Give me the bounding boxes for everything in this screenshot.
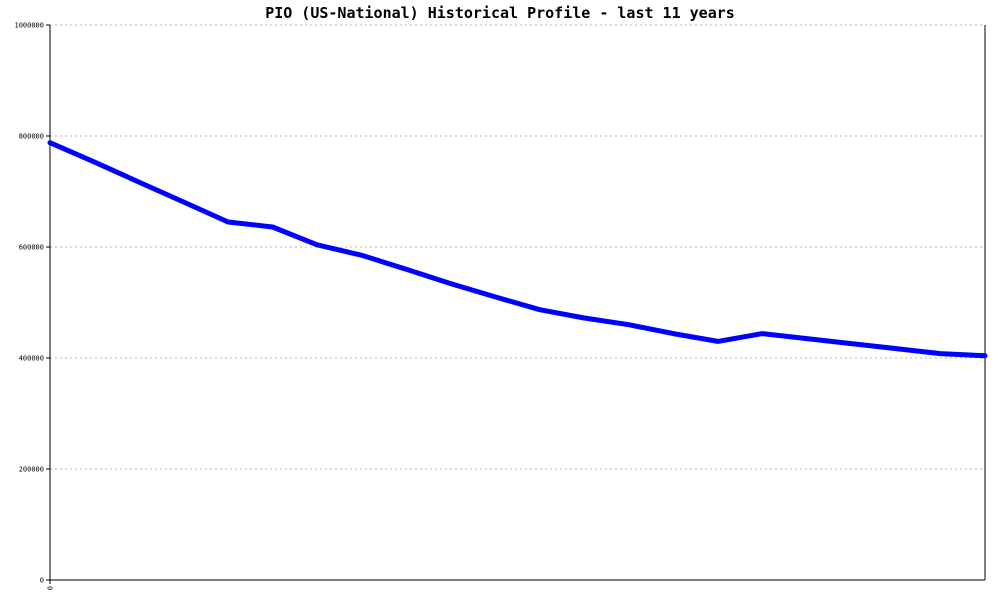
chart-title: PIO (US-National) Historical Profile - l…: [265, 4, 735, 22]
data-point: [671, 331, 676, 336]
axes: [49, 25, 986, 581]
series-layer: [47, 140, 988, 359]
x-tick-labels: 0: [47, 580, 55, 590]
data-point: [938, 351, 943, 356]
y-tick-label: 400000: [19, 355, 44, 363]
data-point: [849, 341, 854, 346]
x-tick-label: 0: [47, 586, 55, 590]
data-point: [582, 316, 587, 321]
y-tick-labels: 0 200000 400000 600000 800000 1000000: [14, 22, 50, 585]
data-point: [92, 160, 97, 165]
grid-lines: [50, 24, 985, 470]
data-point: [760, 331, 765, 336]
data-point: [626, 322, 631, 327]
data-point: [359, 253, 364, 258]
data-point: [226, 220, 231, 225]
data-point: [404, 267, 409, 272]
data-point: [983, 353, 987, 358]
data-point: [270, 225, 275, 230]
data-point: [537, 307, 542, 312]
series-line: [47, 140, 988, 359]
y-tick-label: 1000000: [14, 22, 44, 30]
data-point: [48, 140, 52, 145]
data-point: [181, 200, 186, 205]
y-tick-label: 200000: [19, 466, 44, 474]
data-point: [804, 336, 809, 341]
data-point: [315, 242, 320, 247]
y-tick-label: 800000: [19, 133, 44, 141]
data-point: [493, 294, 498, 299]
y-tick-label: 600000: [19, 244, 44, 252]
data-point: [448, 281, 453, 286]
data-point: [137, 180, 142, 185]
y-tick-label: 0: [40, 577, 44, 585]
data-point: [893, 346, 898, 351]
data-point: [715, 339, 720, 344]
